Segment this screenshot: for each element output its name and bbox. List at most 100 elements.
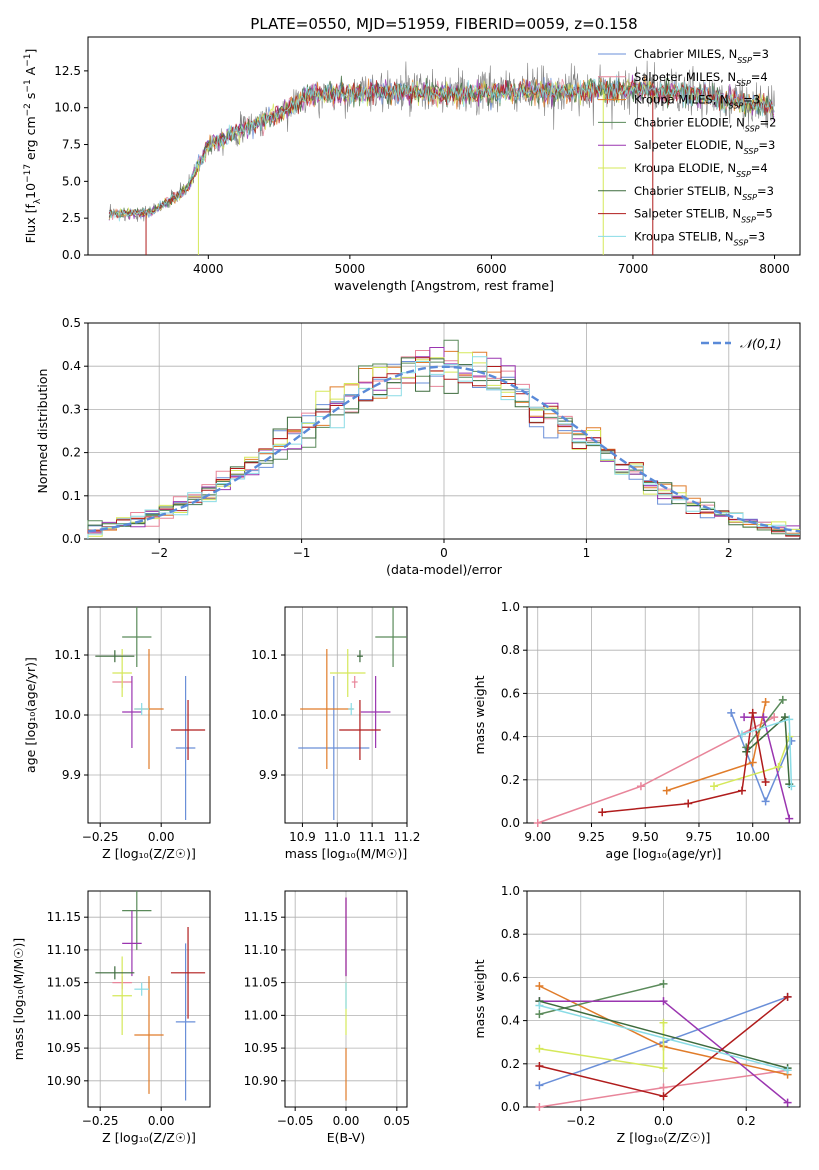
y-tick-label: 11.15 xyxy=(244,910,278,924)
weight-point xyxy=(759,713,768,722)
legend-suffix: =3 xyxy=(752,47,769,61)
z-mass-xlabel: Z [log₁₀(Z/Z☉)] xyxy=(102,1130,196,1145)
z-age-xlabel: Z [log₁₀(Z/Z☉)] xyxy=(102,846,196,861)
weight-point xyxy=(535,1010,544,1019)
weight-series-line xyxy=(602,712,767,813)
ylabel-part: ] xyxy=(23,49,38,54)
y-tick-label: 11.15 xyxy=(47,910,81,924)
age-weight-axes: 9.00 9.25 9.50 9.75 10.00 0.0 0.2 0.4 0.6 0.8 1.0 a… xyxy=(472,600,801,861)
weight-point xyxy=(684,799,693,808)
y-tick-label: 1.0 xyxy=(501,884,520,898)
y-tick-label: 0.3 xyxy=(62,402,81,416)
y-tick-label: 10.90 xyxy=(47,1074,81,1088)
legend-entry: Salpeter STELIB, NSSP=5 xyxy=(634,207,773,225)
weight-point xyxy=(598,808,607,817)
weight-point xyxy=(659,1018,668,1027)
ylabel-part: −1 xyxy=(23,54,33,67)
legend-suffix: =2 xyxy=(760,115,777,129)
weight-point xyxy=(783,1066,792,1075)
legend-text: Chabrier STELIB, N xyxy=(634,184,742,198)
spectrum-xlabel: wavelength [Angstrom, rest frame] xyxy=(334,278,554,293)
legend-sub: SSP xyxy=(742,192,757,201)
spectrum-frame xyxy=(87,36,801,256)
weight-point xyxy=(778,695,787,704)
weight-point xyxy=(785,814,794,823)
mass-age-marks xyxy=(298,607,407,820)
legend-suffix: =3 xyxy=(748,229,765,243)
legend-entry: Salpeter MILES, NSSP=4 xyxy=(634,70,768,88)
ylabel-part: Flux [f xyxy=(23,204,38,244)
y-tick-label: 0.6 xyxy=(501,686,520,700)
x-tick-label: 9.25 xyxy=(578,830,605,844)
weight-series-line xyxy=(713,736,791,788)
y-tick-label: 11.10 xyxy=(47,943,81,957)
y-tick-label: 9.9 xyxy=(259,768,278,782)
x-tick-label: −0.25 xyxy=(82,1114,119,1128)
legend-suffix: =3 xyxy=(758,138,775,152)
spectrum-axes: 4000 5000 6000 7000 8000 0.0 2.5 5.0 7.5 10.0 12.5… xyxy=(23,36,801,293)
weight-series-line xyxy=(744,716,791,819)
age-weight-xlabel: age [log₁₀(age/yr)] xyxy=(606,846,722,861)
weight-point xyxy=(787,736,796,745)
y-tick-label: 10.90 xyxy=(244,1074,278,1088)
mass-age-axes: 10.9 11.0 11.1 11.2 9.9 10.0 10.1 mass [log₁₀(M… xyxy=(251,606,421,861)
z-age-marks xyxy=(95,607,206,820)
weight-point xyxy=(659,997,668,1006)
y-tick-label: 10.0 xyxy=(54,708,81,722)
legend-entry: Kroupa ELODIE, NSSP=4 xyxy=(634,161,768,179)
x-tick-label: 10.00 xyxy=(736,830,770,844)
age-weight-ylabel: mass weight xyxy=(472,675,487,754)
x-tick-label: 11.2 xyxy=(394,830,421,844)
z-weight-xlabel: Z [log₁₀(Z/Z☉)] xyxy=(617,1130,711,1145)
weight-point xyxy=(774,762,783,771)
weight-point xyxy=(535,1103,544,1111)
legend-suffix: =4 xyxy=(751,70,768,84)
histogram-series xyxy=(87,356,800,539)
x-tick-label: 0.05 xyxy=(383,1114,410,1128)
residuals-axes: −2 −1 0 1 2 0.0 0.1 0.2 0.3 0.4 0.5 (data-model)/er… xyxy=(35,316,801,577)
y-tick-label: 11.10 xyxy=(244,943,278,957)
y-tick-label: 0.0 xyxy=(501,816,520,830)
legend-suffix: =5 xyxy=(756,207,773,221)
legend-suffix: =3 xyxy=(757,184,774,198)
x-tick-label: 4000 xyxy=(193,262,224,276)
weight-point xyxy=(710,782,719,791)
residuals-ylabel: Normed distribution xyxy=(35,369,50,494)
x-tick-label: −0.05 xyxy=(277,1114,314,1128)
legend-sub: SSP xyxy=(745,124,760,133)
x-tick-label: −2 xyxy=(150,546,168,560)
y-tick-label: 0.4 xyxy=(501,730,520,744)
y-tick-label: 11.00 xyxy=(47,1008,81,1022)
legend-sub: SSP xyxy=(737,56,752,65)
z-weight-ylabel: mass weight xyxy=(472,959,487,1038)
weight-point xyxy=(761,698,770,707)
y-tick-label: 0.0 xyxy=(62,248,81,262)
y-tick-label: 12.5 xyxy=(54,64,81,78)
legend-text: Salpeter STELIB, N xyxy=(634,207,741,221)
weight-point xyxy=(748,758,757,767)
y-tick-label: 0.0 xyxy=(501,1100,520,1114)
x-tick-label: 1 xyxy=(583,546,591,560)
weight-point xyxy=(535,982,544,991)
normal-reference-curve xyxy=(87,365,801,533)
z-mass-ylabel: mass [log₁₀(M/M☉)] xyxy=(11,938,26,1060)
legend-sub: SSP xyxy=(741,215,756,224)
ylabel-part: λ xyxy=(33,198,43,204)
z-mass-marks xyxy=(95,891,206,1101)
legend-text: Chabrier MILES, N xyxy=(634,47,737,61)
ylabel-part: 10 xyxy=(23,183,38,199)
legend-text: Chabrier ELODIE, N xyxy=(634,115,745,129)
z-age-axes: −0.25 0.00 9.9 10.0 10.1 Z [log₁₀(Z/Z☉)] age [… xyxy=(23,606,211,861)
legend-entry: Chabrier MILES, NSSP=3 xyxy=(634,47,769,65)
x-tick-label: 0.2 xyxy=(737,1114,756,1128)
ylabel-part: s xyxy=(23,93,38,104)
ebv-mass-xlabel: E(B-V) xyxy=(327,1130,366,1145)
legend-text: Kroupa ELODIE, N xyxy=(634,161,736,175)
y-tick-label: 5.0 xyxy=(62,174,81,188)
x-tick-label: 11.0 xyxy=(324,830,351,844)
legend-text: Kroupa MILES, N xyxy=(634,93,729,107)
weight-point xyxy=(780,713,789,722)
weight-point xyxy=(535,1081,544,1090)
weight-point xyxy=(737,786,746,795)
weight-point xyxy=(770,713,779,722)
